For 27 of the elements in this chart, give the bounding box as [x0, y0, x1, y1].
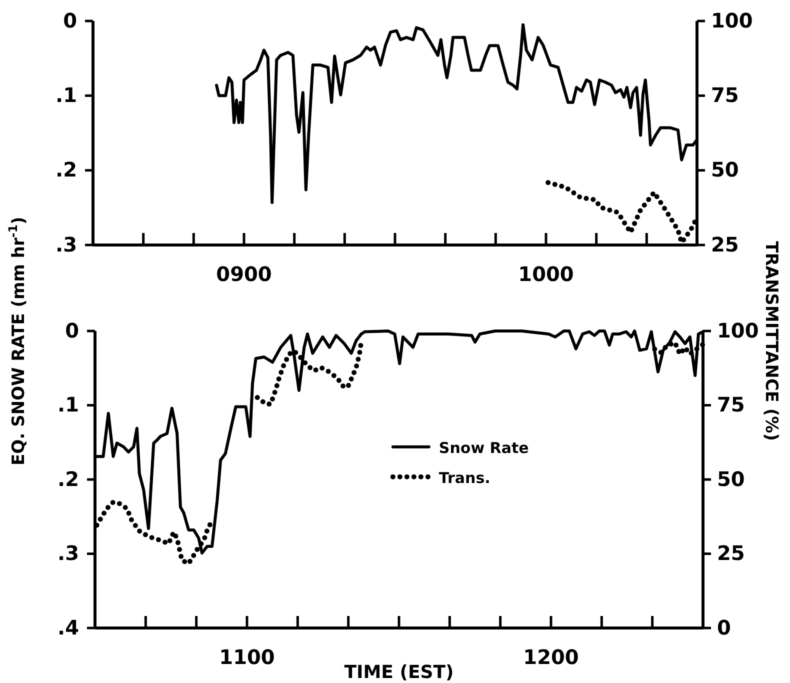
y-tick-label: .3	[57, 541, 79, 566]
y2-tick-label: 50	[711, 158, 739, 182]
y2-axis-title: TRANSMITTANCE (%)	[761, 241, 781, 441]
legend-label: Trans.	[438, 468, 490, 487]
y2-tick-label: 100	[711, 8, 753, 32]
x-axis-title: TIME (EST)	[344, 662, 454, 683]
x-tick-label: 1100	[219, 645, 275, 670]
y2-tick-label: 25	[717, 541, 745, 566]
x-tick-label: 1000	[518, 262, 574, 286]
y2-tick-label: 75	[711, 83, 739, 108]
y-tick-label: .3	[55, 232, 77, 256]
line-series	[215, 23, 698, 204]
y-tick-label: 0	[63, 8, 77, 32]
y-tick-label: .1	[57, 392, 79, 417]
y2-tick-label: 50	[717, 466, 745, 491]
y-tick-label: 0	[65, 318, 79, 342]
x-tick-label: 1200	[523, 645, 579, 670]
x-tick-label: 0900	[216, 262, 272, 286]
y2-tick-label: 0	[717, 615, 731, 640]
y-tick-label: .4	[57, 615, 79, 640]
y-tick-label: .1	[55, 83, 77, 108]
y2-tick-label: 75	[717, 392, 745, 417]
y-tick-label: .2	[57, 466, 79, 491]
y2-tick-label: 25	[711, 232, 739, 256]
y2-tick-label: 100	[717, 318, 759, 342]
legend-label: Snow Rate	[438, 438, 529, 457]
y-tick-label: .2	[55, 158, 77, 182]
